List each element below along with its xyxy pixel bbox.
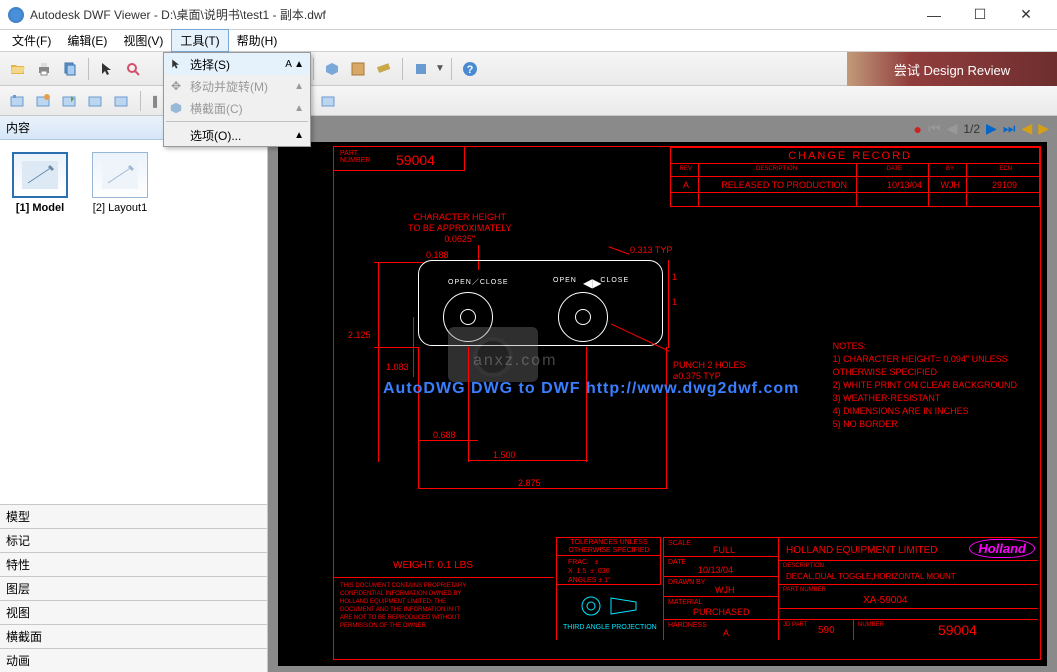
page-navigator: ● ⏮ ◀ 1 / 2 ▶ ⏭ ◀ ▶ bbox=[913, 120, 1049, 137]
thumbnail-strip: [1] Model [2] Layout1 bbox=[0, 140, 267, 220]
app-icon bbox=[8, 7, 24, 23]
menu-edit[interactable]: 编辑(E) bbox=[59, 30, 115, 51]
drawing-canvas[interactable]: PARTNUMBER 59004 CHANGE RECORD REV DESCR… bbox=[278, 142, 1047, 666]
tb2-btn-8[interactable] bbox=[317, 90, 339, 112]
tools-select[interactable]: 选择(S) A ▲ bbox=[164, 53, 310, 75]
company-logo: Holland bbox=[969, 539, 1035, 558]
part-number-label: PARTNUMBER bbox=[340, 150, 370, 164]
close-button[interactable]: ✕ bbox=[1003, 0, 1049, 30]
projection-symbol bbox=[576, 592, 646, 625]
nav-first-icon[interactable]: ⏮ bbox=[928, 120, 941, 137]
tb2-btn-4[interactable] bbox=[84, 90, 106, 112]
help-icon[interactable]: ? bbox=[458, 57, 482, 81]
zoom-icon[interactable] bbox=[121, 57, 145, 81]
nav-fwd-icon[interactable]: ▶ bbox=[1038, 120, 1049, 137]
change-record-title: CHANGE RECORD bbox=[788, 150, 912, 162]
tb2-btn-1[interactable] bbox=[6, 90, 28, 112]
panel-section-model[interactable]: 模型 bbox=[0, 504, 267, 528]
tools-dropdown: 选择(S) A ▲ ✥ 移动并旋转(M) ▲ 横截面(C) ▲ 选项(O)...… bbox=[163, 52, 311, 147]
company-name: HOLLAND EQUIPMENT LIMITED bbox=[786, 545, 938, 556]
drawing-notes: NOTES: 1) CHARACTER HEIGHT= 0.094" UNLES… bbox=[833, 340, 1017, 431]
svg-text:?: ? bbox=[467, 64, 474, 76]
nav-prev-icon[interactable]: ◀ bbox=[947, 120, 958, 137]
drawing-viewer: ● ⏮ ◀ 1 / 2 ▶ ⏭ ◀ ▶ PARTNUMBER 59004 CHA… bbox=[268, 116, 1057, 672]
move-icon: ✥ bbox=[168, 78, 184, 94]
menu-file[interactable]: 文件(F) bbox=[4, 30, 59, 51]
layers-icon[interactable] bbox=[409, 57, 433, 81]
thumb-layout1[interactable]: [2] Layout1 bbox=[92, 152, 148, 214]
panel-section-props[interactable]: 特性 bbox=[0, 552, 267, 576]
nav-last-icon[interactable]: ⏭ bbox=[1003, 120, 1016, 137]
section-icon bbox=[168, 100, 184, 116]
3dview-icon[interactable] bbox=[320, 57, 344, 81]
panel-section-views[interactable]: 视图 bbox=[0, 600, 267, 624]
panel-section-layers[interactable]: 图层 bbox=[0, 576, 267, 600]
part-number: 59004 bbox=[396, 152, 435, 168]
panel-section-anim[interactable]: 动画 bbox=[0, 648, 267, 672]
tb2-btn-3[interactable] bbox=[58, 90, 80, 112]
content-row: 内容 [1] Model [2] Layout1 模型 标记 特性 图层 视图 … bbox=[0, 116, 1057, 672]
section-tool-icon[interactable] bbox=[346, 57, 370, 81]
minimize-button[interactable]: — bbox=[911, 0, 957, 30]
thumb-model[interactable]: [1] Model bbox=[12, 152, 68, 214]
char-height-note: CHARACTER HEIGHTTO BE APPROXIMATELY0.062… bbox=[408, 212, 512, 245]
secondary-toolbar: ❚❚ bbox=[0, 86, 1057, 116]
watermark-logo bbox=[428, 307, 568, 387]
proprietary-note: THIS DOCUMENT CONTAINS PROPRIETARYCONFID… bbox=[340, 582, 466, 630]
panel-section-markup[interactable]: 标记 bbox=[0, 528, 267, 552]
maximize-button[interactable]: ☐ bbox=[957, 0, 1003, 30]
main-toolbar: ▼ ? 尝试 Design Review bbox=[0, 52, 1057, 86]
menu-help[interactable]: 帮助(H) bbox=[229, 30, 286, 51]
design-review-banner[interactable]: 尝试 Design Review bbox=[847, 52, 1057, 86]
panel-section-section[interactable]: 横截面 bbox=[0, 624, 267, 648]
side-panel: 内容 [1] Model [2] Layout1 模型 标记 特性 图层 视图 … bbox=[0, 116, 268, 672]
watermark-url: AutoDWG DWG to DWF http://www.dwg2dwf.co… bbox=[383, 380, 799, 398]
nav-next-icon[interactable]: ▶ bbox=[986, 120, 997, 137]
copy-icon[interactable] bbox=[58, 57, 82, 81]
title-bar: Autodesk DWF Viewer - D:\桌面\说明书\test1 - … bbox=[0, 0, 1057, 30]
window-title: Autodesk DWF Viewer - D:\桌面\说明书\test1 - … bbox=[30, 6, 911, 23]
open-icon[interactable] bbox=[6, 57, 30, 81]
tools-options[interactable]: 选项(O)... ▲ bbox=[164, 124, 310, 146]
cursor-icon[interactable] bbox=[95, 57, 119, 81]
nav-back-icon[interactable]: ◀ bbox=[1021, 120, 1032, 137]
cursor-icon bbox=[168, 56, 184, 72]
weight: WEIGHT: 0.1 LBS bbox=[393, 560, 473, 571]
menu-tools[interactable]: 工具(T) bbox=[171, 29, 228, 52]
nav-record-icon[interactable]: ● bbox=[913, 121, 921, 137]
measure-icon[interactable] bbox=[372, 57, 396, 81]
page-indicator: 1 / 2 bbox=[963, 122, 980, 136]
menu-bar: 文件(F) 编辑(E) 视图(V) 工具(T) 帮助(H) bbox=[0, 30, 1057, 52]
tools-cross-section: 横截面(C) ▲ bbox=[164, 97, 310, 119]
tb2-btn-5[interactable] bbox=[110, 90, 132, 112]
print-icon[interactable] bbox=[32, 57, 56, 81]
tb2-btn-2[interactable] bbox=[32, 90, 54, 112]
menu-view[interactable]: 视图(V) bbox=[115, 30, 171, 51]
window-controls: — ☐ ✕ bbox=[911, 0, 1049, 30]
tools-move-rotate: ✥ 移动并旋转(M) ▲ bbox=[164, 75, 310, 97]
watermark-text: anxz.com bbox=[473, 352, 557, 370]
